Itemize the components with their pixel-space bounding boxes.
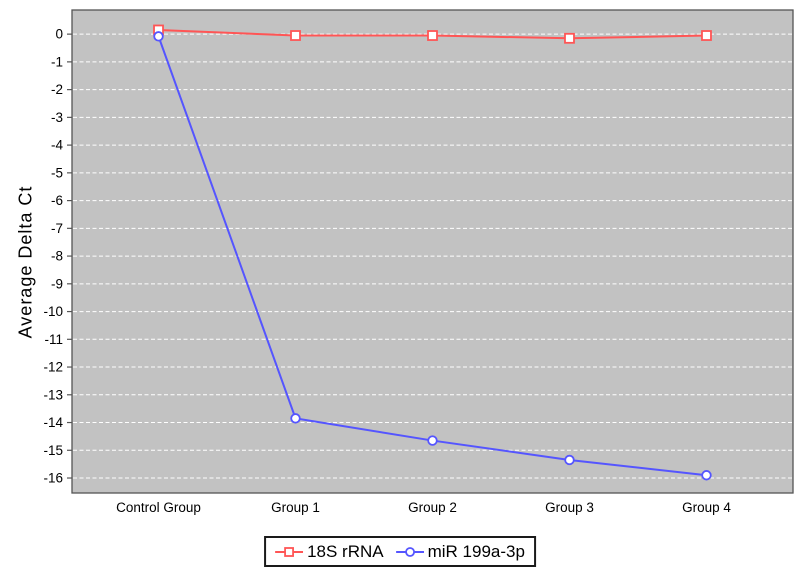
legend-circle-marker-icon (395, 546, 424, 557)
y-tick-label: -2 (51, 82, 63, 97)
y-tick-label: -7 (51, 221, 63, 236)
y-tick-label: -12 (43, 360, 63, 375)
legend-label: 18S rRNA (307, 541, 384, 561)
y-tick-label: -3 (51, 110, 63, 125)
legend-square-marker-icon (275, 546, 304, 557)
legend-label: miR 199a-3p (427, 541, 525, 561)
y-tick-label: -14 (43, 415, 63, 430)
data-point-marker (290, 413, 301, 424)
y-tick-label: -1 (51, 54, 63, 69)
data-point-marker (701, 30, 712, 41)
x-category-label: Control Group (116, 500, 201, 515)
y-tick-label: -5 (51, 165, 63, 180)
plot-border (71, 9, 794, 494)
legend-swatch (284, 546, 294, 557)
data-point-marker (427, 435, 438, 446)
data-point-marker (290, 30, 301, 41)
legend-swatch (404, 546, 415, 557)
y-tick-label: -8 (51, 249, 63, 264)
x-category-label: Group 1 (271, 500, 320, 515)
x-category-label: Group 4 (682, 500, 731, 515)
y-tick-label: -13 (43, 387, 63, 402)
plot-area (72, 10, 793, 493)
x-category-label: Group 3 (545, 500, 594, 515)
y-axis-title: Average Delta Ct (15, 185, 36, 339)
y-tick-label: -15 (43, 443, 63, 458)
legend-item-mir-199a-3p: miR 199a-3p (395, 541, 525, 562)
y-tick-label: -10 (43, 304, 63, 319)
data-point-marker (701, 470, 712, 481)
y-tick-label: -6 (51, 193, 63, 208)
data-point-marker (564, 454, 575, 466)
data-point-marker (564, 32, 575, 44)
y-tick-label: 0 (55, 27, 63, 42)
x-category-label: Group 2 (408, 500, 457, 515)
y-tick-label: -4 (51, 138, 63, 153)
data-point-marker (427, 30, 438, 41)
data-point-marker (153, 31, 164, 42)
legend-item-18s-rrna: 18S rRNA (275, 542, 384, 562)
y-tick-label: -16 (43, 471, 63, 486)
y-tick-label: -9 (51, 276, 63, 291)
y-tick-label: -11 (44, 332, 63, 347)
legend: 18S rRNA miR 199a-3p (264, 536, 536, 567)
